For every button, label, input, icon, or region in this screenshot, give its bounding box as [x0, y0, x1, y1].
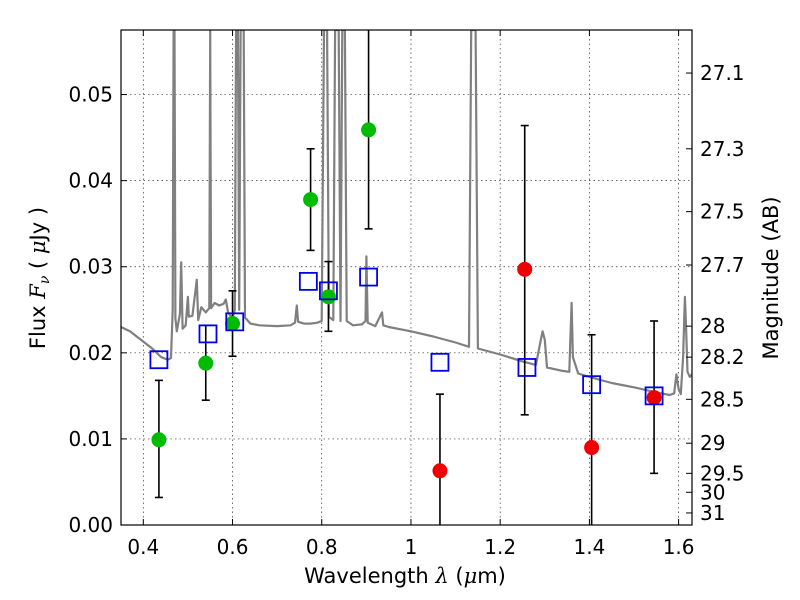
x-tick-label: 1.2: [484, 535, 516, 559]
model-point: [198, 324, 218, 344]
right-tick-label: 27.5: [700, 200, 745, 224]
y-tick-label: 0.03: [68, 255, 113, 279]
data-point: [517, 261, 533, 277]
y-tick-label: 0.02: [68, 341, 113, 365]
model-point: [430, 352, 450, 372]
model-point: [149, 350, 169, 370]
model-point: [517, 358, 537, 377]
data-point: [225, 316, 241, 332]
x-tick-label: 1.6: [663, 535, 695, 559]
data-point: [198, 355, 214, 371]
model-point: [319, 281, 338, 301]
x-tick-label: 0.6: [217, 535, 249, 559]
right-tick-label: 30: [700, 480, 725, 504]
y-axis-label-right: Magnitude (AB): [759, 196, 783, 359]
model-point: [359, 267, 378, 287]
x-tick-label: 0.4: [127, 535, 159, 559]
y-tick-label: 0.04: [68, 169, 113, 193]
model-point: [582, 375, 602, 395]
model-spectrum-line: [121, 30, 692, 397]
y-tick-label: 0.01: [68, 427, 113, 451]
right-tick-label: 27.3: [700, 137, 745, 161]
data-point: [361, 122, 377, 138]
tick-layer: 0.4 0.6 0.8 1 1.2 1.4 1.6 0.00 0.01 0.02 0.03 0.04 0…: [68, 30, 745, 559]
y-tick-label: 0.05: [68, 83, 113, 107]
right-tick-label: 31: [700, 501, 725, 525]
data-point: [584, 440, 600, 456]
spectrum-layer: [121, 30, 692, 397]
marker-layer: [149, 122, 664, 479]
plot-frame: [120, 29, 693, 526]
data-point: [320, 289, 336, 305]
grid: [121, 30, 692, 526]
right-tick-label: 29.5: [700, 461, 745, 485]
data-point: [432, 463, 448, 479]
data-point: [151, 432, 167, 448]
x-axis-label: Wavelength λ (μm): [304, 564, 506, 588]
right-tick-label: 28.2: [700, 345, 745, 369]
data-point: [303, 192, 319, 208]
data-point: [646, 390, 662, 406]
y-axis-label-left: Flux Fν ( μJy ): [26, 207, 53, 349]
right-tick-label: 27.1: [700, 61, 745, 85]
model-point: [225, 312, 245, 332]
right-tick-label: 28: [700, 314, 725, 338]
right-tick-label: 28.5: [700, 387, 745, 411]
right-tick-label: 27.7: [700, 253, 745, 277]
x-tick-label: 0.8: [306, 535, 338, 559]
x-tick-label: 1.4: [573, 535, 605, 559]
y-tick-label: 0.00: [68, 513, 113, 537]
x-tick-label: 1: [405, 535, 418, 559]
model-point: [298, 271, 318, 291]
errorbar-layer: [154, 30, 659, 525]
right-tick-label: 29: [700, 431, 725, 455]
model-point: [644, 386, 664, 406]
